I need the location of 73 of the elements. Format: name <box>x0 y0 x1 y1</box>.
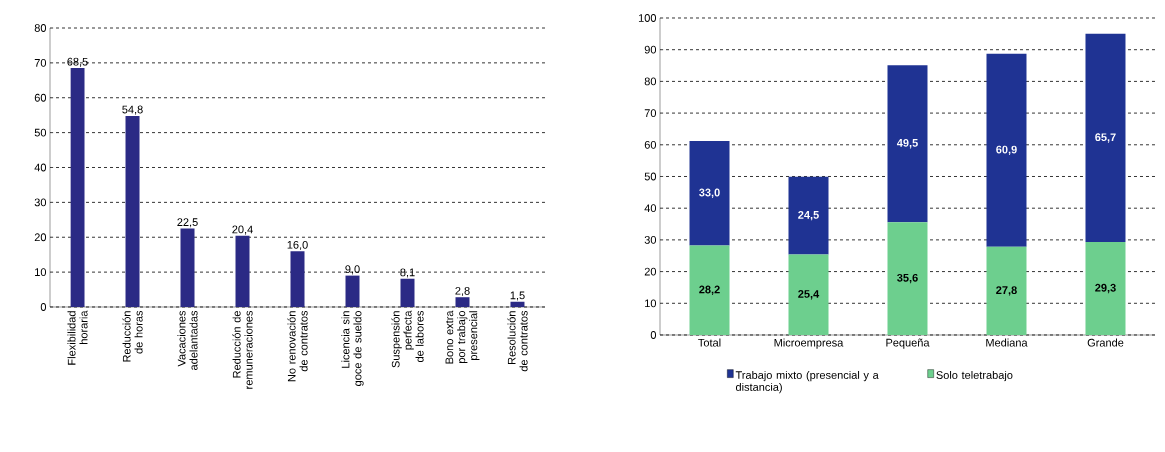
x-tick-label: Reducción de remuneraciones <box>232 310 253 389</box>
x-tick-label: Flexibilidad horaria <box>67 310 88 365</box>
bar <box>455 297 470 307</box>
x-tick-label: Reducción de horas <box>122 310 143 362</box>
data-label: 28,2 <box>699 285 720 295</box>
bar <box>1085 242 1126 335</box>
bar <box>345 275 360 307</box>
data-label: 29,3 <box>1095 283 1116 294</box>
data-label: 16,0 <box>287 240 308 250</box>
y-tick-label: 10 <box>35 268 47 277</box>
bar <box>986 246 1027 335</box>
y-tick-label: 40 <box>34 163 47 172</box>
bar <box>510 301 525 307</box>
data-label: 25,4 <box>798 290 820 300</box>
bar <box>70 68 85 307</box>
data-label: 24,5 <box>798 210 819 221</box>
y-tick-label: 90 <box>644 45 657 54</box>
data-label: 54,8 <box>122 105 143 115</box>
x-tick-label: Bono extra por trabajo presencial <box>445 310 480 364</box>
y-tick-label: 20 <box>34 233 47 242</box>
y-tick-label: 0 <box>40 303 47 311</box>
bar <box>887 65 928 223</box>
data-label: 20,4 <box>232 225 253 235</box>
data-label: 60,9 <box>996 145 1017 156</box>
y-tick-label: 30 <box>644 236 657 244</box>
bar <box>180 228 195 307</box>
data-label: 33,0 <box>699 188 720 198</box>
x-tick-label: Licencia sin goce de sueldo <box>341 311 364 386</box>
bar <box>689 245 730 335</box>
data-label: 35,6 <box>897 273 918 284</box>
y-tick-label: 50 <box>34 128 47 137</box>
x-tick-label: Grande <box>1087 338 1124 347</box>
data-label: 27,8 <box>996 286 1017 296</box>
y-tick-label: 10 <box>645 299 657 308</box>
x-tick-label: Resolución de contratos <box>507 310 528 372</box>
y-tick-label: 70 <box>34 58 47 67</box>
bar <box>125 115 140 307</box>
data-label: 8,1 <box>400 268 415 278</box>
y-tick-label: 70 <box>644 109 657 117</box>
x-tick-label: No renovación de contratos <box>287 310 308 382</box>
bar <box>235 235 250 307</box>
y-tick-label: 40 <box>644 204 657 213</box>
data-label: 68,5 <box>67 57 88 67</box>
y-tick-label: 80 <box>644 77 657 86</box>
bar <box>290 251 305 307</box>
bar <box>887 222 928 335</box>
bar <box>986 53 1027 247</box>
data-label: 49,5 <box>896 139 918 149</box>
y-tick-label: 100 <box>638 14 657 22</box>
x-tick-label: Mediana <box>986 338 1028 347</box>
data-label: 1,5 <box>510 291 525 301</box>
legend-label: Trabajo mixto (presencial y a distancia) <box>735 370 879 394</box>
x-tick-label: Total <box>698 338 721 347</box>
bar <box>788 254 829 335</box>
y-tick-label: 60 <box>644 140 657 149</box>
x-tick-label: Microempresa <box>774 338 844 349</box>
y-tick-label: 30 <box>34 198 47 207</box>
bar <box>1085 33 1126 243</box>
y-tick-label: 80 <box>34 24 47 32</box>
data-label: 22,5 <box>177 218 198 228</box>
bar <box>689 140 730 246</box>
bar <box>400 278 415 307</box>
y-tick-label: 60 <box>34 93 47 102</box>
legend-label: Solo teletrabajo <box>936 370 1013 382</box>
x-tick-label: Pequeña <box>886 338 930 349</box>
data-label: 9,0 <box>345 265 360 275</box>
y-tick-label: 0 <box>650 331 657 339</box>
data-label: 65,7 <box>1095 133 1116 143</box>
x-tick-label: Suspensión perfecta de labores <box>391 310 424 368</box>
bar <box>788 176 829 255</box>
data-label: 2,8 <box>455 286 470 297</box>
y-tick-label: 50 <box>644 172 657 181</box>
y-tick-label: 20 <box>644 267 657 276</box>
